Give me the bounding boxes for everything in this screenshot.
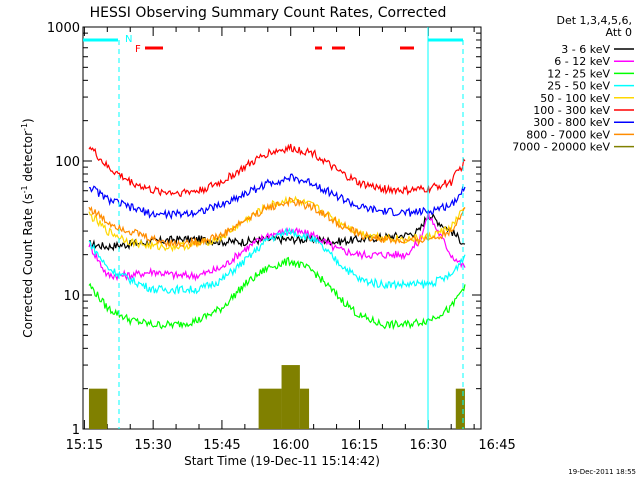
legend-label: 6 - 12 keV xyxy=(554,55,610,68)
x-tick-label: 16:45 xyxy=(478,438,515,453)
legend-title-2: Att 0 xyxy=(606,26,632,39)
y-axis-label: Corrected Count Rate (s-1 detector-1) xyxy=(20,118,35,337)
series-line xyxy=(88,212,466,252)
x-tick-label: 15:15 xyxy=(66,438,103,453)
y-tick-label: 1000 xyxy=(47,21,80,36)
x-tick-label: 15:30 xyxy=(134,438,171,453)
legend-label: 3 - 6 keV xyxy=(561,43,610,56)
flag-f-label: F xyxy=(135,44,141,55)
series-line xyxy=(88,143,466,198)
series-bar xyxy=(88,388,108,429)
series-bar xyxy=(299,388,310,429)
x-tick-labels: 15:15 15:30 15:45 16:00 16:15 16:30 16:45 xyxy=(66,438,516,453)
y-tick-labels: 1 10 100 1000 xyxy=(47,21,80,438)
legend-label: 25 - 50 keV xyxy=(547,80,610,93)
y-tick-label: 1 xyxy=(72,423,80,438)
series-layer xyxy=(88,143,466,429)
chart-title: HESSI Observing Summary Count Rates, Cor… xyxy=(90,5,447,21)
flag-n-label: N xyxy=(125,34,132,45)
series-line xyxy=(88,256,466,331)
series-line xyxy=(88,195,466,253)
legend-label: 7000 - 20000 keV xyxy=(512,141,610,154)
x-tick-label: 16:30 xyxy=(410,438,447,453)
timestamp: 19-Dec-2011 18:55 xyxy=(568,468,636,476)
y-tick-label: 10 xyxy=(63,289,80,304)
series-line xyxy=(88,227,466,295)
x-tick-label: 16:15 xyxy=(341,438,378,453)
x-tick-label: 16:00 xyxy=(272,438,309,453)
series-bar xyxy=(455,388,465,429)
legend-label: 800 - 7000 keV xyxy=(526,128,610,141)
series-bar xyxy=(281,365,300,429)
legend-title-1: Det 1,3,4,5,6, xyxy=(556,14,632,27)
legend-label: 12 - 25 keV xyxy=(547,67,610,80)
axis-ticks xyxy=(83,27,481,430)
series-line xyxy=(88,196,466,248)
x-tick-label: 15:45 xyxy=(203,438,240,453)
series-line xyxy=(88,173,466,220)
series-bar xyxy=(258,388,282,429)
legend-label: 100 - 300 keV xyxy=(533,104,610,117)
y-tick-label: 100 xyxy=(55,155,80,170)
x-axis-label: Start Time (19-Dec-11 15:14:42) xyxy=(184,454,380,468)
legend-label: 300 - 800 keV xyxy=(533,116,610,129)
legend-label: 50 - 100 keV xyxy=(540,92,610,105)
